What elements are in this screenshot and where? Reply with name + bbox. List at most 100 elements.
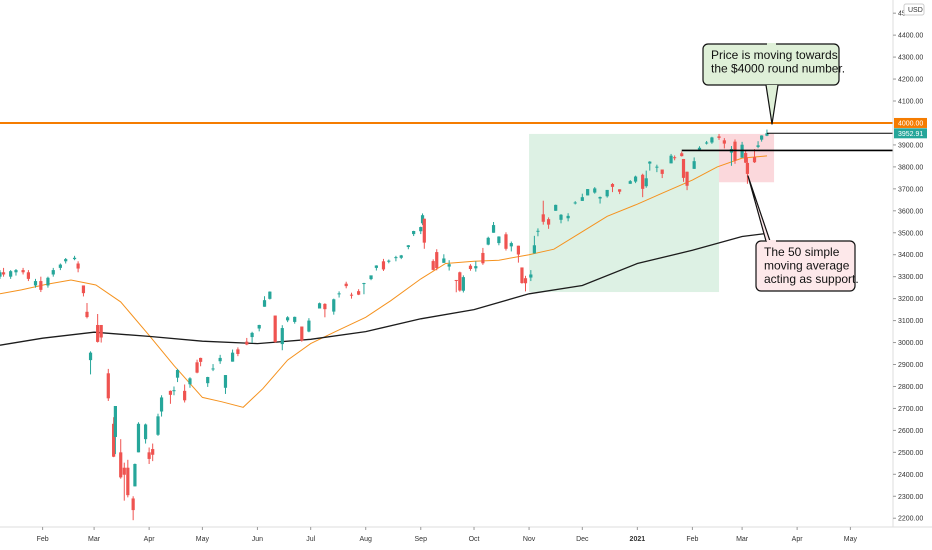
candle-body <box>516 245 521 255</box>
candle-body <box>286 317 290 321</box>
candle-body <box>497 236 501 244</box>
candle <box>51 267 55 277</box>
candle <box>175 368 180 383</box>
candle <box>412 230 416 237</box>
candle-body <box>454 279 458 281</box>
candle-body <box>21 270 25 273</box>
candle-body <box>168 390 173 395</box>
candle <box>223 375 228 394</box>
y-tick-label: 3200.00 <box>898 296 923 303</box>
candle-body <box>106 373 110 399</box>
candle <box>559 214 563 224</box>
candle-body <box>99 324 103 338</box>
candle <box>491 221 496 233</box>
candle <box>541 200 545 225</box>
current-price-label: 3952.91 <box>898 131 923 138</box>
candle <box>349 292 354 299</box>
candle-body <box>628 181 632 184</box>
candle <box>628 180 632 184</box>
moving-average-line-200 <box>0 232 768 346</box>
candle <box>307 318 311 333</box>
candle <box>168 390 173 404</box>
x-tick-label: Apr <box>792 536 804 543</box>
candle-body <box>641 174 645 189</box>
candle-body <box>374 265 378 268</box>
candle-body <box>199 357 203 362</box>
y-tick-label: 3500.00 <box>898 230 923 237</box>
candle-body <box>745 162 750 174</box>
candle-body <box>64 259 68 262</box>
x-tick-label: Feb <box>686 536 698 543</box>
x-tick-label: 2021 <box>630 536 646 543</box>
candle-body <box>81 285 86 294</box>
candle <box>458 271 462 292</box>
candle-body <box>337 293 341 295</box>
candle <box>497 236 501 246</box>
candle-body <box>136 423 141 453</box>
candle-body <box>420 215 425 224</box>
y-tick-label: 2200.00 <box>898 516 923 523</box>
candle-body <box>752 157 757 163</box>
candle <box>133 463 137 487</box>
candle-body <box>669 155 673 164</box>
candle <box>21 267 25 275</box>
candle-body <box>51 270 55 275</box>
x-tick-label: May <box>196 536 210 543</box>
candle-body <box>85 311 89 318</box>
candle <box>660 169 664 179</box>
candle-body <box>250 332 254 338</box>
candle <box>593 187 597 194</box>
x-tick-label: Nov <box>523 536 536 543</box>
x-tick-label: Mar <box>88 536 101 543</box>
candle-body <box>681 158 686 178</box>
candle <box>172 386 176 396</box>
candle <box>422 218 426 249</box>
candle-body <box>122 467 126 475</box>
candle <box>257 324 261 332</box>
candle <box>573 201 577 205</box>
candle <box>442 254 446 263</box>
candle <box>680 151 684 157</box>
candle <box>206 376 210 387</box>
candle <box>681 158 686 182</box>
candle-body <box>273 315 277 343</box>
x-tick-label: Feb <box>37 536 49 543</box>
candle <box>211 364 215 372</box>
candle-body <box>147 452 151 459</box>
y-tick-label: 2900.00 <box>898 362 923 369</box>
candle <box>516 245 521 263</box>
candle-body <box>39 281 43 290</box>
candle <box>374 265 378 271</box>
y-tick-label: 2300.00 <box>898 494 923 501</box>
candle <box>188 377 192 388</box>
candle <box>532 235 536 254</box>
x-tick-label: Aug <box>359 536 372 543</box>
level-badge-label: 4000.00 <box>898 120 923 127</box>
candle <box>268 291 272 300</box>
candle <box>250 331 254 343</box>
candle <box>159 395 164 417</box>
candle-body <box>9 271 13 277</box>
x-tick-label: Oct <box>469 536 480 543</box>
candle <box>46 276 50 288</box>
highlight-box <box>529 133 720 293</box>
candle <box>566 213 570 222</box>
candle <box>119 439 123 479</box>
x-tick-label: Jul <box>306 536 315 543</box>
candle-body <box>76 263 80 269</box>
candle <box>381 258 386 271</box>
candle <box>520 267 524 284</box>
candle-body <box>151 449 155 455</box>
candle <box>112 417 116 458</box>
candle <box>106 368 110 401</box>
callout-text-line: moving average <box>764 259 850 273</box>
candle <box>387 259 391 264</box>
candle-body <box>307 320 311 332</box>
candle <box>245 337 249 346</box>
candle <box>14 268 18 276</box>
candle-body <box>722 140 726 144</box>
y-tick-label: 4100.00 <box>898 99 923 106</box>
candle <box>673 155 677 161</box>
candle-body <box>704 142 709 144</box>
